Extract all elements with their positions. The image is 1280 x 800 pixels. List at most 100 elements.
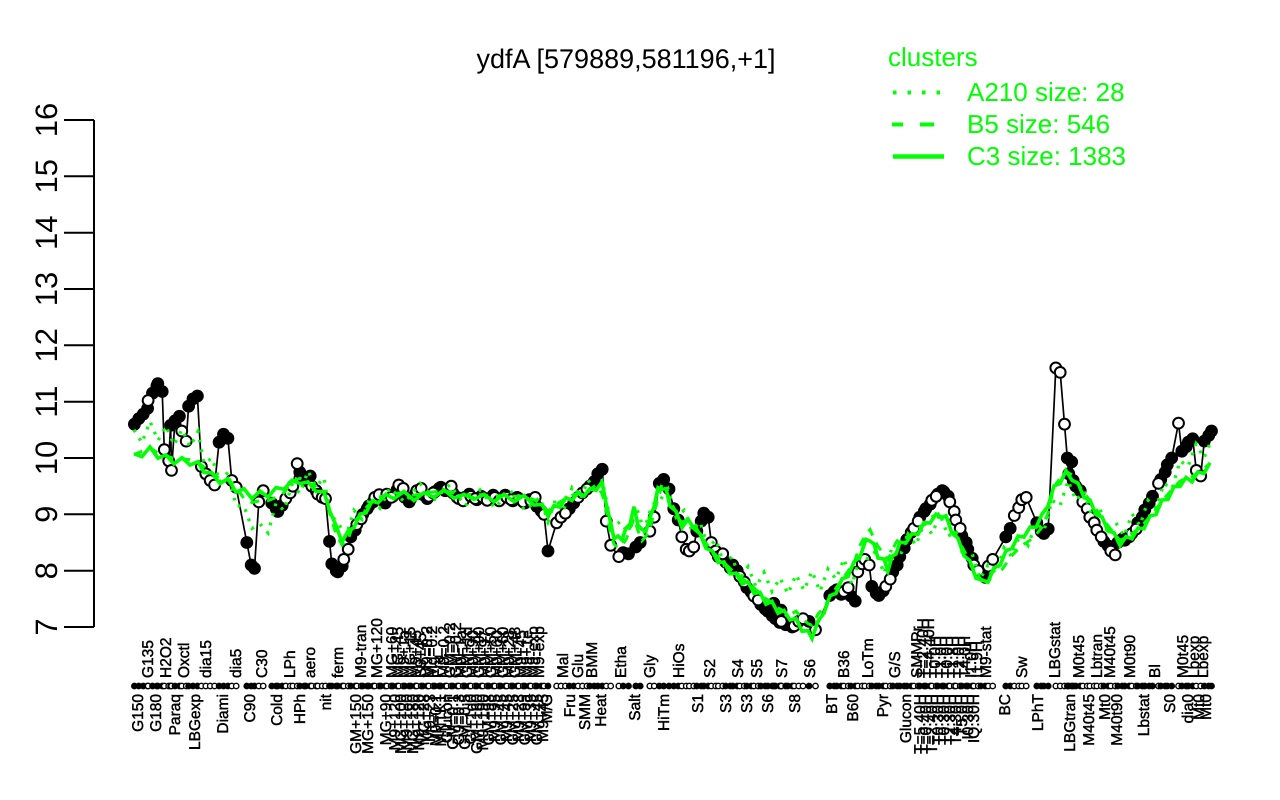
svg-text:M0t45: M0t45 [1071, 635, 1088, 678]
svg-text:Paraq: Paraq [167, 694, 184, 735]
svg-text:LBGstat: LBGstat [1047, 621, 1064, 678]
svg-text:15: 15 [29, 159, 64, 193]
svg-text:MG+150: MG+150 [360, 694, 377, 754]
svg-text:T0:0H: T0:0H [939, 636, 956, 678]
svg-text:GM+45: GM+45 [493, 694, 510, 745]
svg-text:MG+15: MG+15 [402, 627, 419, 678]
svg-text:T4.30H: T4.30H [948, 694, 965, 745]
svg-text:M9-exp: M9-exp [531, 626, 548, 678]
svg-text:12: 12 [29, 328, 64, 362]
svg-text:Mg=0.2: Mg=0.2 [424, 626, 441, 678]
svg-text:7: 7 [29, 618, 64, 635]
svg-text:T5.0H: T5.0H [954, 694, 971, 736]
svg-text:G135: G135 [140, 640, 157, 678]
svg-text:Mt0: Mt0 [1198, 694, 1215, 720]
svg-text:HPh: HPh [292, 694, 309, 724]
svg-text:M9=1a: M9=1a [453, 630, 470, 678]
svg-text:14: 14 [29, 215, 64, 249]
svg-text:S9+45: S9+45 [413, 633, 430, 678]
svg-text:M9+45: M9+45 [535, 694, 552, 742]
svg-text:nit: nit [318, 693, 335, 710]
svg-text:M9=0.2: M9=0.2 [419, 626, 436, 678]
svg-text:M40t45: M40t45 [1102, 626, 1119, 678]
svg-text:B60: B60 [845, 694, 862, 722]
svg-text:B36: B36 [836, 650, 853, 678]
svg-text:GM=0.2: GM=0.2 [448, 622, 465, 678]
svg-text:LPh: LPh [282, 650, 299, 678]
svg-text:M9+90: M9+90 [465, 630, 482, 678]
svg-text:Lbstat: Lbstat [1136, 693, 1153, 736]
svg-text:HiOs: HiOs [671, 643, 688, 678]
svg-text:GM+90: GM+90 [471, 626, 488, 678]
svg-text:M0t90: M0t90 [1122, 635, 1139, 678]
svg-text:I1.9H: I1.9H [969, 641, 986, 678]
svg-text:C30: C30 [254, 649, 271, 678]
svg-text:dia0: dia0 [1180, 694, 1197, 724]
svg-text:M0t45: M0t45 [1175, 635, 1192, 678]
svg-text:Heat: Heat [593, 693, 610, 726]
svg-text:S2: S2 [702, 659, 719, 678]
svg-text:LoTm: LoTm [860, 638, 877, 678]
svg-text:Glucon: Glucon [898, 694, 915, 743]
svg-text:Etha: Etha [613, 646, 630, 678]
svg-text:Mal: Mal [555, 653, 572, 678]
svg-text:Glu: Glu [570, 654, 587, 678]
svg-text:M9+190: M9+190 [475, 694, 492, 751]
svg-text:M9-tran: M9-tran [353, 625, 370, 678]
svg-text:ydfA [579889,581196,+1]: ydfA [579889,581196,+1] [476, 44, 775, 74]
svg-text:Cold: Cold [269, 694, 286, 726]
svg-text:S4: S4 [730, 659, 747, 678]
svg-text:Lbexp: Lbexp [1186, 636, 1203, 678]
svg-text:GM+150: GM+150 [348, 694, 365, 754]
svg-text:S0: S0 [1162, 694, 1179, 713]
svg-text:M40t90: M40t90 [1109, 694, 1126, 746]
svg-text:M9+28: M9+28 [511, 694, 528, 742]
svg-text:M/G: M/G [539, 694, 556, 723]
svg-text:LBGexp: LBGexp [187, 694, 204, 750]
svg-text:SMMPr: SMMPr [909, 626, 926, 678]
svg-text:M9+120: M9+120 [411, 694, 428, 751]
svg-text:S3: S3 [739, 694, 756, 713]
svg-text:Gly: Gly [642, 655, 659, 679]
svg-text:M9+1e: M9+1e [519, 630, 536, 678]
svg-text:T0:0H: T0:0H [927, 636, 944, 678]
svg-text:Mt0: Mt0 [1097, 694, 1114, 720]
svg-text:Mt0: Mt0 [1191, 694, 1208, 720]
svg-text:T4.0H: T4.0H [957, 636, 974, 678]
svg-text:MG+60: MG+60 [384, 626, 401, 678]
svg-text:LBGtran: LBGtran [1062, 694, 1079, 752]
svg-text:MG+45: MG+45 [390, 627, 407, 678]
svg-text:M9+1a: M9+1a [396, 630, 413, 678]
svg-text:MNTK1: MNTK1 [433, 694, 450, 747]
svg-text:M9+35: M9+35 [523, 694, 540, 742]
svg-text:11: 11 [29, 386, 64, 418]
svg-text:MG+90: MG+90 [378, 694, 395, 746]
svg-text:M9+45: M9+45 [513, 630, 530, 678]
svg-text:BC: BC [997, 694, 1014, 716]
svg-text:MG+100: MG+100 [393, 694, 410, 754]
svg-text:GM+25: GM+25 [505, 694, 522, 745]
svg-text:S8: S8 [787, 694, 804, 713]
svg-text:BT: BT [824, 693, 841, 713]
svg-text:T0.30H: T0.30H [930, 694, 947, 745]
svg-text:MG+180: MG+180 [405, 694, 422, 754]
svg-text:I1.0H: I1.0H [963, 641, 980, 678]
svg-text:M9+60: M9+60 [489, 630, 506, 678]
svg-text:aero: aero [302, 647, 319, 678]
svg-text:G150: G150 [130, 694, 147, 732]
svg-text:M9+28: M9+28 [501, 630, 518, 678]
svg-text:T=0.40H: T=0.40H [918, 694, 935, 754]
svg-text:M9+45: M9+45 [499, 694, 516, 742]
svg-text:T2.0H: T2.0H [951, 636, 968, 678]
svg-text:GM+9a: GM+9a [517, 694, 534, 746]
svg-text:A210 size: 28: A210 size: 28 [967, 77, 1125, 107]
svg-text:GM+98: GM+98 [481, 694, 498, 745]
svg-text:GM+48: GM+48 [507, 627, 524, 678]
svg-text:S6: S6 [760, 694, 777, 713]
svg-text:S5: S5 [749, 659, 766, 678]
svg-text:M9+97: M9+97 [477, 630, 494, 678]
svg-text:T2.30H: T2.30H [942, 694, 959, 745]
svg-text:M9=0.2: M9=0.2 [436, 626, 453, 678]
svg-text:G180: G180 [148, 694, 165, 732]
svg-text:M9+1e0: M9+1e0 [399, 694, 416, 751]
